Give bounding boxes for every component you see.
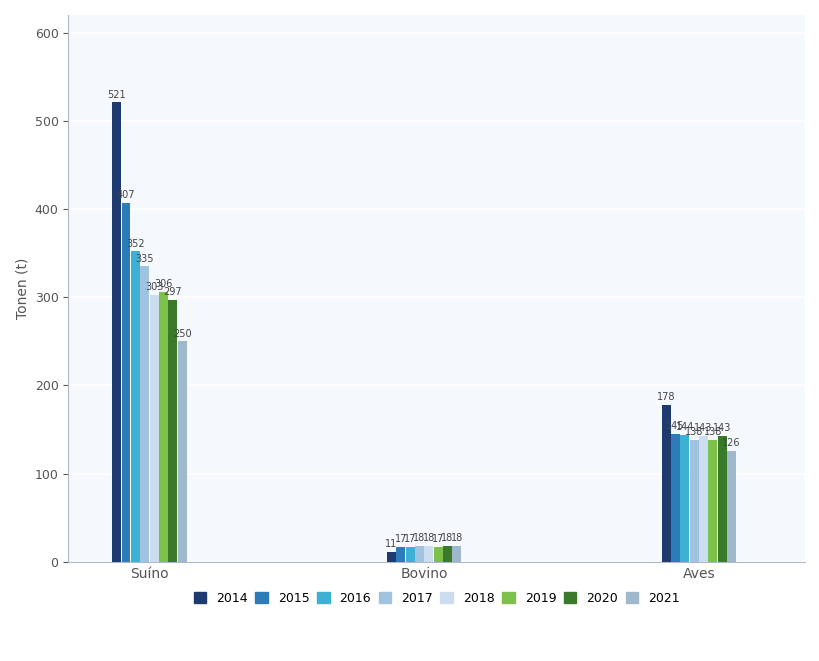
Bar xyxy=(168,300,177,562)
Y-axis label: Tonen (t): Tonen (t) xyxy=(15,258,29,319)
Text: 306: 306 xyxy=(154,279,173,290)
Text: 250: 250 xyxy=(173,329,192,338)
Text: 138: 138 xyxy=(703,428,722,438)
Bar xyxy=(112,102,121,562)
Bar xyxy=(699,436,707,562)
Bar xyxy=(178,341,187,562)
Text: 303: 303 xyxy=(145,282,163,292)
Text: 352: 352 xyxy=(126,239,144,249)
Text: 126: 126 xyxy=(722,438,740,448)
Bar xyxy=(131,251,140,562)
Text: 297: 297 xyxy=(163,287,182,297)
Text: 17: 17 xyxy=(404,534,416,544)
Text: 407: 407 xyxy=(116,190,135,200)
Text: 335: 335 xyxy=(135,254,154,264)
Bar xyxy=(140,266,149,562)
Text: 178: 178 xyxy=(656,392,675,402)
Text: 143: 143 xyxy=(694,423,712,433)
Text: 521: 521 xyxy=(107,90,126,100)
Bar xyxy=(150,295,158,562)
Text: 18: 18 xyxy=(450,533,463,543)
Bar xyxy=(708,440,717,562)
Bar xyxy=(159,292,168,562)
Text: 18: 18 xyxy=(413,533,425,543)
Text: 144: 144 xyxy=(675,422,693,432)
Bar xyxy=(670,434,679,562)
Text: 143: 143 xyxy=(713,423,731,433)
Text: 138: 138 xyxy=(684,428,703,438)
Bar xyxy=(405,547,414,562)
Bar xyxy=(396,547,405,562)
Bar xyxy=(414,546,423,562)
Bar xyxy=(442,546,451,562)
Text: 17: 17 xyxy=(432,534,444,544)
Bar xyxy=(121,203,130,562)
Bar xyxy=(680,435,689,562)
Bar xyxy=(726,451,735,562)
Text: 145: 145 xyxy=(665,421,684,431)
Text: 11: 11 xyxy=(385,539,397,549)
Bar xyxy=(424,546,432,562)
Bar xyxy=(717,436,726,562)
Bar xyxy=(689,440,698,562)
Text: 17: 17 xyxy=(394,534,406,544)
Legend: 2014, 2015, 2016, 2017, 2018, 2019, 2020, 2021: 2014, 2015, 2016, 2017, 2018, 2019, 2020… xyxy=(188,587,684,610)
Text: 18: 18 xyxy=(441,533,453,543)
Bar xyxy=(433,547,442,562)
Text: 18: 18 xyxy=(422,533,434,543)
Bar xyxy=(452,546,461,562)
Bar xyxy=(661,405,670,562)
Bar xyxy=(387,552,396,562)
